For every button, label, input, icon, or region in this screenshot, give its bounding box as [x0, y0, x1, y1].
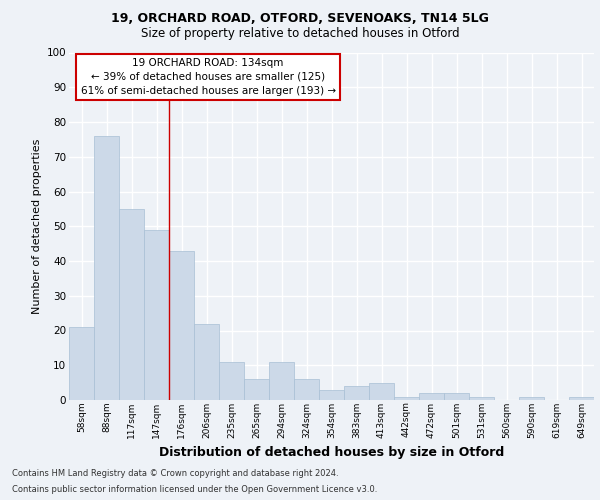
X-axis label: Distribution of detached houses by size in Otford: Distribution of detached houses by size … — [159, 446, 504, 459]
Bar — [419, 393, 444, 400]
Bar — [194, 324, 219, 400]
Bar — [94, 136, 119, 400]
Bar — [319, 390, 344, 400]
Bar — [569, 396, 594, 400]
Bar — [219, 362, 244, 400]
Bar — [344, 386, 369, 400]
Text: Size of property relative to detached houses in Otford: Size of property relative to detached ho… — [140, 28, 460, 40]
Bar — [444, 393, 469, 400]
Bar — [469, 396, 494, 400]
Bar — [119, 209, 144, 400]
Bar — [269, 362, 294, 400]
Text: Contains HM Land Registry data © Crown copyright and database right 2024.: Contains HM Land Registry data © Crown c… — [12, 468, 338, 477]
Bar — [169, 250, 194, 400]
Bar — [144, 230, 169, 400]
Text: 19 ORCHARD ROAD: 134sqm
← 39% of detached houses are smaller (125)
61% of semi-d: 19 ORCHARD ROAD: 134sqm ← 39% of detache… — [80, 58, 335, 96]
Bar — [69, 327, 94, 400]
Y-axis label: Number of detached properties: Number of detached properties — [32, 138, 43, 314]
Text: Contains public sector information licensed under the Open Government Licence v3: Contains public sector information licen… — [12, 485, 377, 494]
Bar — [294, 379, 319, 400]
Text: 19, ORCHARD ROAD, OTFORD, SEVENOAKS, TN14 5LG: 19, ORCHARD ROAD, OTFORD, SEVENOAKS, TN1… — [111, 12, 489, 26]
Bar — [369, 382, 394, 400]
Bar — [519, 396, 544, 400]
Bar — [394, 396, 419, 400]
Bar — [244, 379, 269, 400]
